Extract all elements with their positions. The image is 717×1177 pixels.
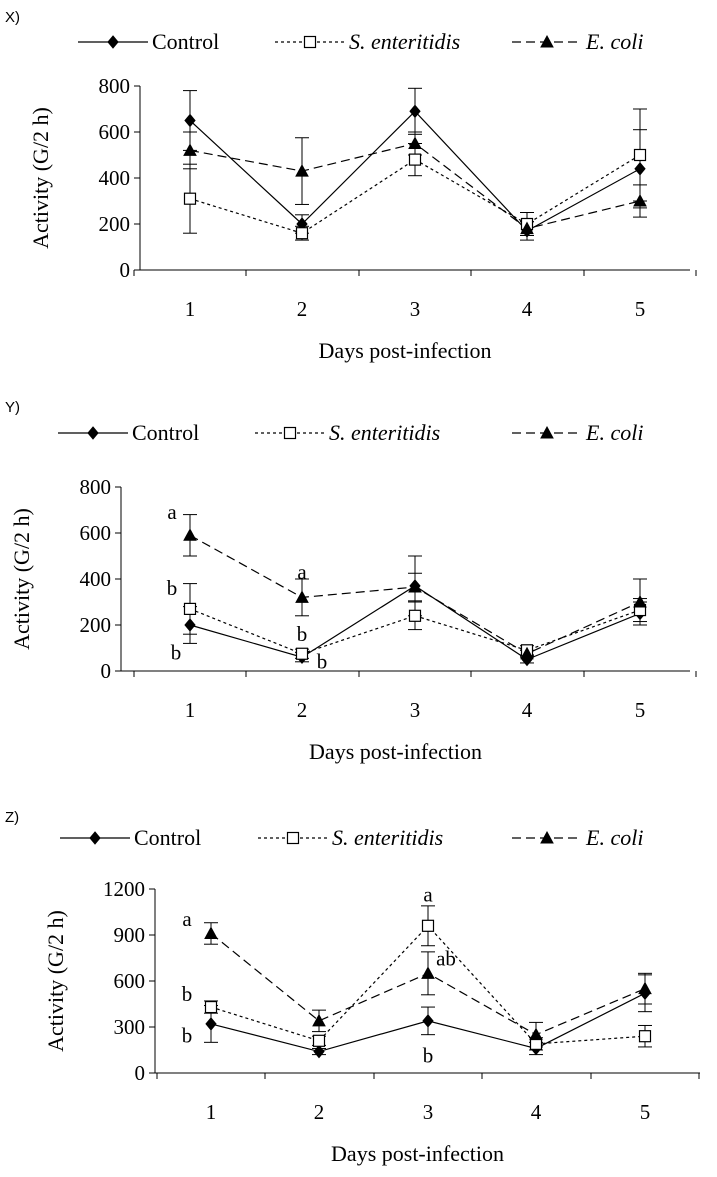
panel-3-legend-marker-1 xyxy=(90,832,100,844)
panel-1-legend-label-1: Control xyxy=(152,29,219,54)
panel-1-point-s1 xyxy=(635,163,645,175)
panel-3-point-s3 xyxy=(530,1029,542,1040)
panel-2-annotation: b xyxy=(171,641,182,665)
panel-2-legend-label-3: E. coli xyxy=(585,420,643,445)
panel-1-xtick-label: 3 xyxy=(410,297,421,321)
panel-1-xtick-label: 1 xyxy=(185,297,196,321)
panel-2-annotation: a xyxy=(167,500,177,524)
panel-2-annotation: a xyxy=(297,560,307,584)
panel-2-xtick-label: 4 xyxy=(522,698,533,722)
panel-3-point-s2 xyxy=(314,1035,325,1046)
panel-1-xtick-label: 2 xyxy=(297,297,308,321)
panel-3-point-s1 xyxy=(423,1015,433,1027)
panel-1-legend-marker-1 xyxy=(108,36,118,48)
panel-2-point-s2 xyxy=(297,648,308,659)
panel-2-point-s2 xyxy=(185,603,196,614)
panel-2-xtick-label: 5 xyxy=(635,698,646,722)
panel-2-legend-label-2: S. enteritidis xyxy=(329,420,440,445)
panel-1-point-s2 xyxy=(185,193,196,204)
panel-3-point-s3 xyxy=(313,1015,325,1026)
panel-3-point-s2 xyxy=(206,1002,217,1013)
panel-1-point-s2 xyxy=(297,228,308,239)
panel-2-point-s3 xyxy=(184,529,196,540)
panel-3-legend-label-2: S. enteritidis xyxy=(332,825,443,850)
panel-2-ytick-label: 200 xyxy=(80,613,112,637)
panel-3-annotation: a xyxy=(423,882,433,906)
panel-2-legend-marker-2 xyxy=(285,428,296,439)
panel-3-annotation: b xyxy=(423,1043,434,1067)
panel-3-point-s2 xyxy=(423,920,434,931)
panel-3-ytick-label: 900 xyxy=(114,923,146,947)
panel-1-point-s2 xyxy=(635,150,646,161)
panel-3-legend-label-1: Control xyxy=(134,825,201,850)
panel-3-y-axis-title: Activity (G/2 h) xyxy=(43,910,68,1052)
panel-3-point-s1 xyxy=(206,1018,216,1030)
panel-2-xtick-label: 3 xyxy=(410,698,421,722)
panel-1-legend-label-2: S. enteritidis xyxy=(349,29,460,54)
panel-2-annotation: b xyxy=(317,650,328,674)
panel-2-annotation: b xyxy=(167,576,178,600)
panel-2-xtick-label: 1 xyxy=(185,698,196,722)
panel-1-label: X) xyxy=(5,9,20,26)
panel-2-point-s2 xyxy=(410,610,421,621)
panel-3-ytick-label: 600 xyxy=(114,969,146,993)
panel-1-xtick-label: 5 xyxy=(635,297,646,321)
panel-3-xtick-label: 3 xyxy=(423,1100,434,1124)
panel-2-ytick-label: 800 xyxy=(80,475,112,499)
panel-3-xtick-label: 4 xyxy=(531,1100,542,1124)
panel-3-annotation: a xyxy=(182,907,192,931)
panel-3-xtick-label: 2 xyxy=(314,1100,325,1124)
panel-3-ytick-label: 300 xyxy=(114,1015,146,1039)
panel-2-ytick-label: 0 xyxy=(101,659,112,683)
panel-2-label: Y) xyxy=(5,399,20,416)
panel-2-ytick-label: 600 xyxy=(80,521,112,545)
panel-3-point-s3 xyxy=(422,967,434,978)
panel-3-point-s3 xyxy=(205,927,217,938)
panel-3-annotation: ab xyxy=(436,947,456,971)
panel-1-xtick-label: 4 xyxy=(522,297,533,321)
panel-3-point-s1 xyxy=(314,1046,324,1058)
panel-1-point-s2 xyxy=(410,154,421,165)
panel-3-label: Z) xyxy=(5,809,19,826)
panel-3-xtick-label: 5 xyxy=(640,1100,651,1124)
panel-2-xtick-label: 2 xyxy=(297,698,308,722)
panel-3-point-s3 xyxy=(639,983,651,994)
panel-2-annotation: b xyxy=(297,622,308,646)
panel-2-legend-marker-1 xyxy=(88,427,98,439)
panel-1-point-s1 xyxy=(185,115,195,127)
panel-2-legend-label-1: Control xyxy=(132,420,199,445)
panel-3-point-s2 xyxy=(640,1031,651,1042)
panel-3-annotation: b xyxy=(182,1023,193,1047)
panel-3-ytick-label: 1200 xyxy=(103,877,145,901)
panel-3-legend-marker-2 xyxy=(288,833,299,844)
panel-3-annotation: b xyxy=(182,982,193,1006)
panel-1-ytick-label: 400 xyxy=(99,166,131,190)
panel-1-ytick-label: 200 xyxy=(99,212,131,236)
figure: X)Control S. enteritidis E. coli0200400600… xyxy=(0,0,717,1177)
panel-2-point-s1 xyxy=(185,619,195,631)
panel-2-y-axis-title: Activity (G/2 h) xyxy=(9,508,34,650)
panel-1-legend-label-3: E. coli xyxy=(585,29,643,54)
panel-1-ytick-label: 0 xyxy=(120,258,131,282)
panel-1-ytick-label: 800 xyxy=(99,74,131,98)
panel-3-legend-label-3: E. coli xyxy=(585,825,643,850)
panel-3-xtick-label: 1 xyxy=(206,1100,217,1124)
panel-3-ytick-label: 0 xyxy=(135,1061,146,1085)
panel-3-x-axis-title: Days post-infection xyxy=(331,1141,504,1166)
panel-2-x-axis-title: Days post-infection xyxy=(309,739,482,764)
panel-2-ytick-label: 400 xyxy=(80,567,112,591)
panel-1-y-axis-title: Activity (G/2 h) xyxy=(28,107,53,249)
panel-1-x-axis-title: Days post-infection xyxy=(319,338,492,363)
panel-1-legend-marker-2 xyxy=(305,37,316,48)
panel-1-ytick-label: 600 xyxy=(99,120,131,144)
